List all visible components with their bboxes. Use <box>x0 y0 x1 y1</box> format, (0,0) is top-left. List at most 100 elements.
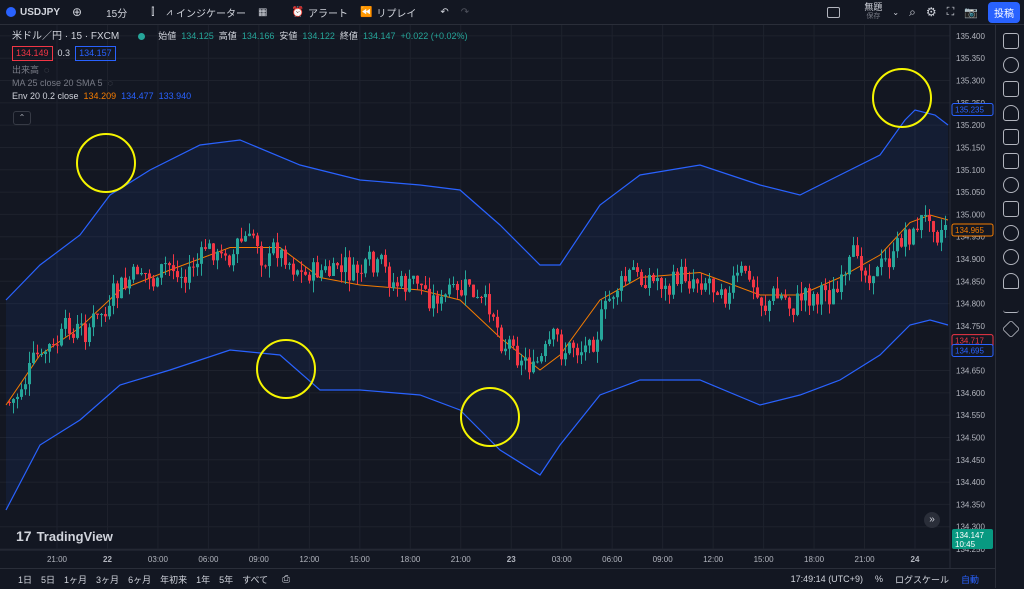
range-button[interactable]: 6ヶ月 <box>128 574 152 585</box>
candle-body <box>764 305 767 311</box>
range-button[interactable]: 1日 <box>18 574 33 585</box>
replay-button[interactable]: ⏪ リプレイ <box>354 0 422 24</box>
collapse-legend-button[interactable]: ⌃ <box>13 111 31 125</box>
candle-body <box>520 360 523 366</box>
data-window-icon[interactable] <box>1002 81 1019 97</box>
layout-name[interactable]: 無題 保存 <box>864 3 882 21</box>
range-button[interactable]: 3ヶ月 <box>96 574 120 585</box>
highlight-circle <box>872 68 932 128</box>
sell-button[interactable]: 134.149 <box>12 46 53 61</box>
go-to-date-icon[interactable]: ⎙ <box>282 573 291 585</box>
candle-body <box>172 265 175 272</box>
price-chart[interactable]: 135.400135.350135.300135.250135.200135.1… <box>0 25 995 568</box>
candle-body <box>260 246 263 266</box>
price-tick: 134.350 <box>956 500 985 509</box>
candle-body <box>472 284 475 298</box>
range-button[interactable]: 5年 <box>219 574 234 585</box>
candle-body <box>192 266 195 268</box>
price-label-box <box>951 223 994 237</box>
candle-body <box>304 271 307 275</box>
redo-icon: ↷ <box>460 6 470 18</box>
candle-body <box>856 245 859 257</box>
candle-body <box>560 334 563 360</box>
range-button[interactable]: すべて <box>242 574 269 585</box>
candle-body <box>832 288 835 305</box>
candle-body <box>864 270 867 276</box>
search-icon[interactable]: ⌕ <box>909 4 916 19</box>
eye-hidden-icon[interactable]: ◌ <box>44 65 50 75</box>
candle-body <box>20 389 23 397</box>
candle-body <box>912 228 915 245</box>
hotlist-icon[interactable] <box>1002 105 1019 121</box>
candle-body <box>8 402 11 404</box>
candles <box>8 205 947 414</box>
ideas-icon[interactable] <box>1002 177 1019 193</box>
candle-body <box>128 279 131 289</box>
range-button[interactable]: 年初来 <box>160 574 188 585</box>
candle-body <box>80 323 83 325</box>
candle-body <box>920 215 923 231</box>
layout-toggle-icon[interactable] <box>827 6 841 18</box>
candle-body <box>376 259 379 273</box>
fullscreen-icon[interactable]: ⛶ <box>946 5 955 18</box>
candle-body <box>52 344 55 346</box>
layers-icon[interactable] <box>1001 319 1020 339</box>
price-tick: 135.300 <box>956 77 985 86</box>
news-icon[interactable] <box>1002 153 1019 169</box>
candle-body <box>112 283 115 306</box>
alarm-clock-icon[interactable] <box>1002 57 1019 73</box>
calendar-icon[interactable] <box>1002 129 1019 145</box>
candle-body <box>156 277 159 287</box>
redo-button[interactable]: ↷ <box>455 0 475 24</box>
indicators-button[interactable]: ⩘ インジケーター <box>160 0 252 24</box>
bottom-right: 17:49:14 (UTC+9) % ログスケール 自動 <box>791 573 995 586</box>
candle-body <box>200 247 203 264</box>
candle-body <box>680 266 683 285</box>
candle-body <box>84 323 87 343</box>
symbol-search[interactable]: USDJPY <box>0 0 66 24</box>
candle-body <box>296 270 299 275</box>
eye-hidden-icon[interactable]: ◌ <box>107 78 113 88</box>
price-tick: 134.750 <box>956 322 985 331</box>
lightbulb-icon[interactable] <box>1002 225 1019 241</box>
broadcast-icon[interactable] <box>1002 249 1019 265</box>
trend-icon[interactable] <box>1002 297 1019 313</box>
percent-toggle[interactable]: % <box>874 574 883 584</box>
candle-body <box>348 257 351 281</box>
alert-button[interactable]: ⏰ アラート <box>286 0 354 24</box>
watchlist-icon[interactable] <box>1002 33 1019 49</box>
interval-button[interactable]: 15分 <box>100 0 133 24</box>
camera-icon[interactable]: 📷 <box>964 6 978 19</box>
chart-type-button[interactable]: ⫿ <box>145 0 160 24</box>
candle-body <box>64 317 67 329</box>
range-button[interactable]: 1年 <box>196 574 211 585</box>
log-scale-toggle[interactable]: ログスケール <box>894 574 949 585</box>
buy-button[interactable]: 134.157 <box>75 46 116 61</box>
candle-body <box>892 251 895 268</box>
clock[interactable]: 17:49:14 (UTC+9) <box>790 574 863 584</box>
candle-body <box>308 274 311 281</box>
auto-scale-toggle[interactable]: 自動 <box>960 574 979 585</box>
symbol-title: 米ドル／円 · 15 · FXCM <box>12 31 120 42</box>
alarm-icon: ⏰ <box>291 6 304 18</box>
volume-label: 出来高 <box>12 65 40 75</box>
candle-body <box>140 272 143 275</box>
candle-body <box>60 328 63 346</box>
candle-body <box>688 281 691 289</box>
range-button[interactable]: 1ヶ月 <box>64 574 88 585</box>
range-button[interactable]: 5日 <box>41 574 56 585</box>
candle-body <box>632 267 635 270</box>
gear-icon[interactable]: ⚙ <box>925 5 937 19</box>
undo-button[interactable]: ↶ <box>434 0 454 24</box>
notifications-icon[interactable] <box>1002 273 1019 289</box>
candle-body <box>248 233 251 236</box>
chat-icon[interactable] <box>1002 201 1019 217</box>
post-button[interactable]: 投稿 <box>988 1 1020 23</box>
price-tick: 134.450 <box>956 456 985 465</box>
templates-button[interactable]: ▦ <box>252 0 273 24</box>
scroll-to-realtime-button[interactable]: » <box>924 512 940 528</box>
compare-button[interactable]: ⊕ <box>66 0 88 24</box>
candle-body <box>532 361 535 373</box>
candle-body <box>412 275 415 279</box>
chevron-down-icon[interactable]: ⌄ <box>892 7 900 17</box>
